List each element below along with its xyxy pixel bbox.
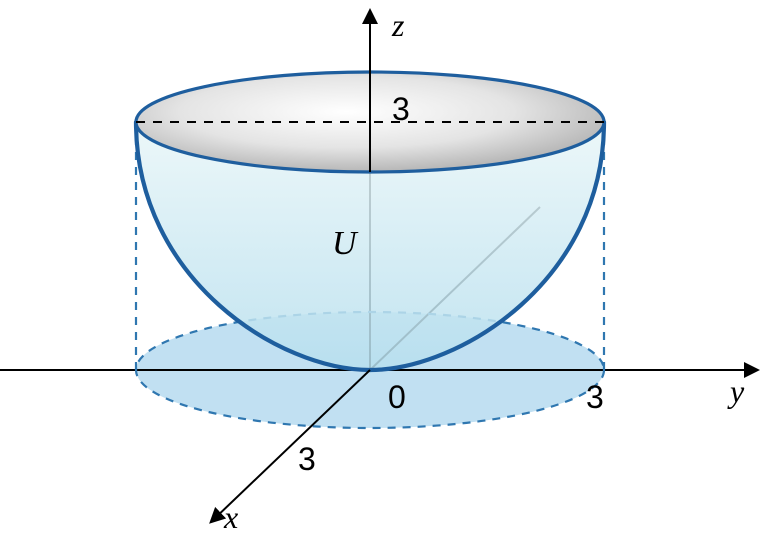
y-axis-label: y [727,373,745,409]
z-tick-label: 3 [392,91,410,127]
x-axis-label: x [223,499,238,535]
origin-label: 0 [388,379,406,415]
region-label: U [332,225,359,262]
y-tick-label: 3 [586,379,604,415]
x-tick-label: 3 [298,441,316,477]
z-axis-label: z [391,7,405,43]
